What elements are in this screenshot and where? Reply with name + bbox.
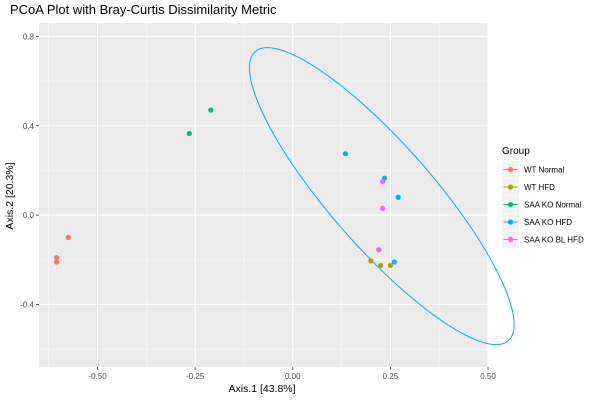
legend-key-point: [507, 166, 514, 173]
legend-item-wt-normal: WT Normal: [502, 161, 565, 178]
y-axis-title: Axis.2 [20.3%]: [4, 162, 16, 229]
x-tick-label: 0.00: [285, 372, 301, 381]
legend-item-saa-ko-normal: SAA KO Normal: [502, 196, 582, 213]
point-wt-hfd: [368, 258, 374, 264]
grid-major: [39, 23, 489, 367]
points-layer: [53, 107, 401, 268]
ellipse-saa-ko-hfd: [248, 47, 515, 346]
grid-minor: [39, 23, 488, 367]
x-axis-title: Axis.1 [43.8%]: [228, 383, 295, 395]
legend-label: WT Normal: [524, 166, 565, 175]
point-saa-ko-normal: [208, 107, 214, 113]
legend-item-wt-hfd: WT HFD: [502, 178, 555, 196]
x-axis: -0.50 -0.25 0.00 0.25 0.50: [88, 367, 496, 381]
legend-key-point: [507, 236, 514, 243]
point-saa-ko-bl-hfd: [379, 205, 386, 212]
y-tick-label: 0.8: [23, 32, 35, 41]
point-saa-ko-bl-hfd: [376, 247, 382, 253]
plot-panel: [39, 23, 488, 367]
legend-key-point: [507, 184, 514, 190]
legend-item-saa-ko-hfd: SAA KO HFD: [502, 213, 572, 231]
x-tick-label: -0.25: [186, 372, 205, 381]
point-wt-normal: [53, 254, 60, 261]
ellipse-layer: [248, 47, 515, 346]
legend-title: Group: [502, 146, 530, 157]
legend-item-saa-ko-bl-hfd: SAA KO BL HFD: [502, 231, 584, 248]
legend: Group WT Normal WT HFD SAA KO Normal SAA KO…: [502, 146, 584, 248]
x-tick-label: 0.25: [383, 372, 399, 381]
y-axis: -0.4 0.0 0.4 0.8: [20, 32, 39, 309]
y-tick-label: 0.4: [23, 122, 35, 131]
legend-key-point: [507, 219, 514, 225]
legend-label: SAA KO HFD: [524, 218, 572, 227]
legend-items: WT Normal WT HFD SAA KO Normal SAA KO HFD SA…: [502, 161, 584, 248]
legend-key-point: [507, 201, 514, 208]
x-tick-label: 0.50: [480, 372, 496, 381]
chart-title: PCoA Plot with Bray-Curtis Dissimilarity…: [10, 2, 277, 17]
y-tick-label: -0.4: [20, 300, 34, 309]
point-saa-ko-bl-hfd: [379, 178, 386, 185]
point-saa-ko-hfd: [395, 194, 401, 200]
point-wt-hfd: [387, 262, 393, 268]
legend-label: WT HFD: [524, 183, 555, 192]
point-saa-ko-hfd: [342, 151, 349, 157]
legend-label: SAA KO Normal: [524, 201, 582, 210]
legend-label: SAA KO BL HFD: [524, 236, 584, 245]
x-tick-label: -0.50: [88, 372, 107, 381]
y-tick-label: 0.0: [23, 211, 35, 220]
point-wt-normal: [53, 259, 60, 265]
point-wt-normal: [65, 234, 71, 241]
point-wt-hfd: [378, 262, 384, 268]
point-saa-ko-normal: [186, 130, 192, 137]
point-saa-ko-hfd: [391, 259, 397, 265]
